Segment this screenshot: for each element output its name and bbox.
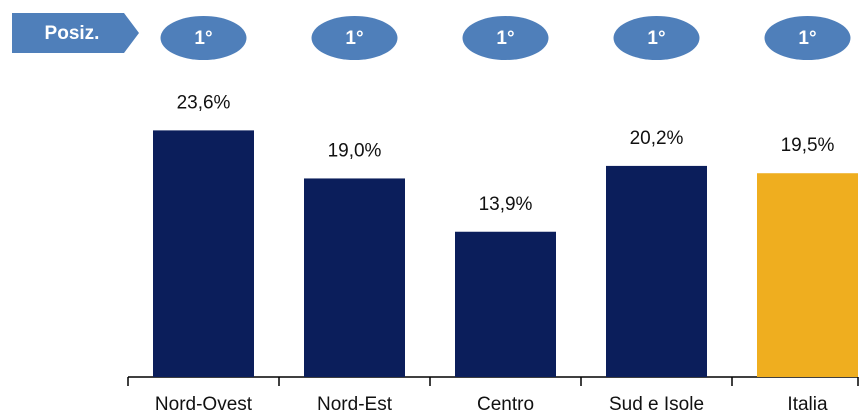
bar [455,231,556,377]
position-badge [160,16,247,60]
x-tick-label: Nord-Ovest [155,394,253,415]
value-label: 19,0% [328,140,382,161]
x-tick-label: Nord-Est [317,394,393,415]
x-tick-label: Italia [787,394,828,415]
bar [153,130,254,377]
position-value: 1° [194,28,212,49]
position-label: Posiz. [45,23,100,44]
bar [757,173,858,377]
value-label: 13,9% [479,194,533,215]
x-tick-label: Centro [477,394,534,415]
bar [304,178,405,377]
position-value: 1° [798,28,816,49]
value-label: 19,5% [781,135,835,156]
position-value: 1° [496,28,514,49]
bar [606,165,707,377]
value-label: 20,2% [630,128,684,149]
position-badge [311,16,398,60]
position-badge [764,16,851,60]
position-badge [462,16,549,60]
position-badge [613,16,700,60]
x-tick-label: Sud e Isole [609,394,704,415]
value-label: 23,6% [177,92,231,113]
position-arrow [12,13,139,53]
position-value: 1° [647,28,665,49]
position-value: 1° [345,28,363,49]
